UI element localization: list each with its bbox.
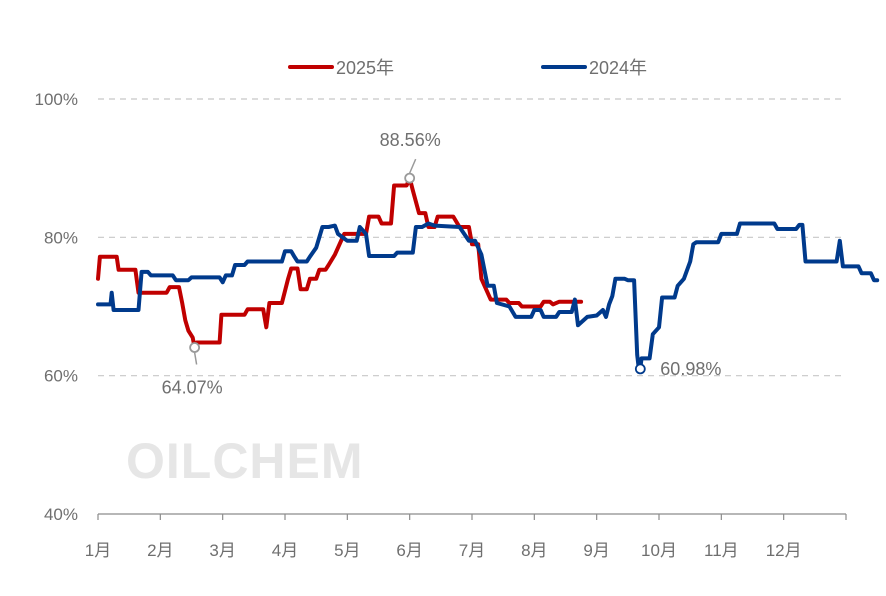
x-tick-label: 7月 [459,541,485,560]
watermark: OILCHEM [126,433,364,489]
x-tick-label: 5月 [334,541,360,560]
x-tick-label: 6月 [396,541,422,560]
x-tick-label: 2月 [147,541,173,560]
annotation-marker [404,172,416,184]
series-line-2024 [96,221,880,371]
data-label: 88.56% [380,130,441,150]
x-tick-label: 9月 [583,541,609,560]
legend-label: 2024年 [589,58,647,78]
x-tick-label: 12月 [766,541,802,560]
annotation-leader [408,158,417,174]
data-label: 64.07% [162,378,223,398]
x-tick-label: 4月 [272,541,298,560]
annotation-marker [634,363,646,375]
x-tick-label: 10月 [641,541,677,560]
y-tick-label: 40% [44,505,78,524]
series-line-2025 [96,176,584,350]
y-tick-label: 80% [44,228,78,247]
y-tick-label: 100% [35,90,78,109]
x-tick-label: 8月 [521,541,547,560]
x-tick-label: 3月 [209,541,235,560]
x-tick-label: 1月 [85,541,111,560]
annotation-marker [189,342,201,353]
y-tick-label: 60% [44,367,78,386]
annotation-leader [193,352,198,365]
x-tick-label: 11月 [704,541,739,560]
data-label: 60.98% [660,359,721,379]
legend-label: 2025年 [336,58,394,78]
